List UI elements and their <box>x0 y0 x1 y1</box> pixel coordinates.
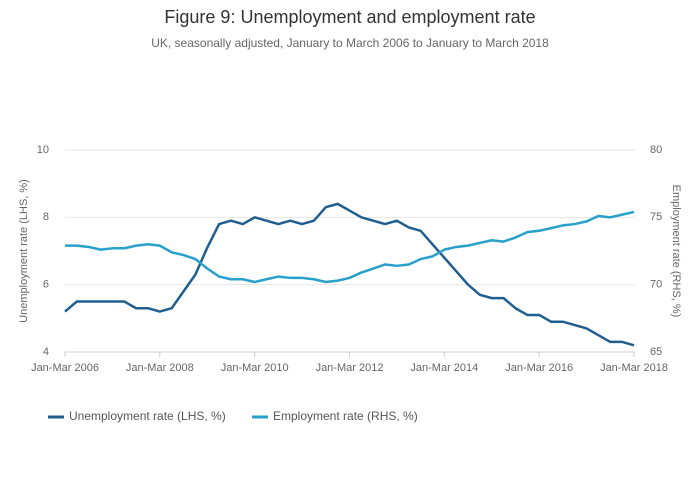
x-tick-label: Jan-Mar 2010 <box>221 362 289 374</box>
y2-tick-label: 80 <box>650 144 662 156</box>
y-tick-label: 8 <box>43 211 49 223</box>
y-tick-label: 6 <box>43 279 49 291</box>
y2-axis-title: Employment rate (RHS, %) <box>670 185 682 318</box>
y2-tick-label: 70 <box>650 279 662 291</box>
x-tick-label: Jan-Mar 2018 <box>600 362 668 374</box>
y-tick-label: 4 <box>43 346 49 358</box>
x-tick-label: Jan-Mar 2016 <box>505 362 573 374</box>
x-tick-label: Jan-Mar 2014 <box>410 362 478 374</box>
legend-label: Unemployment rate (LHS, %) <box>69 409 226 423</box>
x-tick-label: Jan-Mar 2008 <box>126 362 194 374</box>
y2-tick-label: 65 <box>650 346 662 358</box>
chart-title: Figure 9: Unemployment and employment ra… <box>164 7 535 27</box>
series-line <box>64 202 635 347</box>
x-tick-label: Jan-Mar 2012 <box>316 362 384 374</box>
y-tick-label: 10 <box>37 144 49 156</box>
y-axis-title: Unemployment rate (LHS, %) <box>18 179 30 323</box>
chart-subtitle: UK, seasonally adjusted, January to Marc… <box>151 36 549 50</box>
series-line <box>65 210 635 284</box>
x-tick-label: Jan-Mar 2006 <box>31 362 99 374</box>
legend-label: Employment rate (RHS, %) <box>273 409 418 423</box>
y2-tick-label: 75 <box>650 211 662 223</box>
